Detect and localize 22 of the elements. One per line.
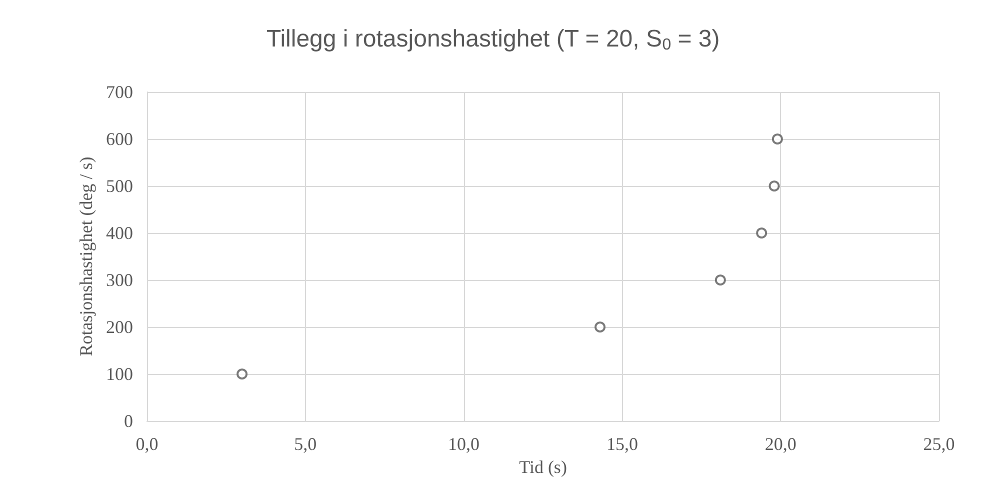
point: [768, 180, 780, 192]
x-axis-title: Tid (s): [519, 456, 567, 477]
y-tick-label: 100: [106, 364, 133, 384]
y-axis-title: Rotasjonshastighet (deg / s): [76, 156, 96, 356]
x-tick-label: 15,0: [606, 434, 638, 454]
x-tick-label: 10,0: [448, 434, 480, 454]
point: [236, 368, 248, 380]
y-tick-label: 300: [106, 270, 133, 290]
x-tick-label: 25,0: [923, 434, 955, 454]
y-tick-label: 700: [106, 82, 133, 102]
y-tick-label: 500: [106, 176, 133, 196]
point: [772, 134, 783, 144]
y-tick-label: 0: [124, 411, 133, 431]
y-tick-label: 400: [106, 223, 133, 243]
x-tick-label: 0,0: [136, 434, 158, 454]
y-tick-label: 200: [106, 317, 133, 337]
point: [756, 228, 768, 238]
point: [714, 274, 726, 286]
y-tick-label: 600: [106, 129, 133, 149]
point: [594, 322, 606, 332]
x-tick-label: 5,0: [294, 434, 317, 454]
x-tick-label: 20,0: [764, 434, 796, 454]
